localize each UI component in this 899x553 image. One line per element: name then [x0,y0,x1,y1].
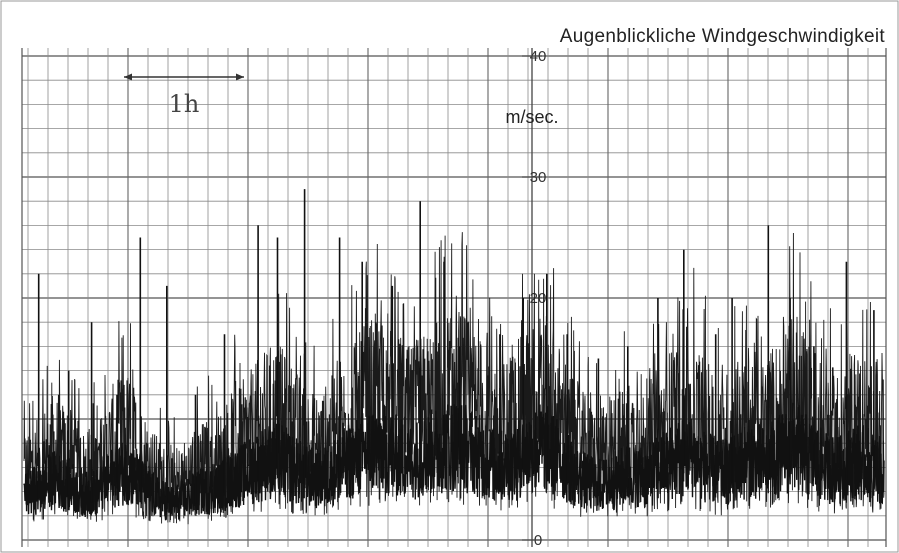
wind-trace [23,189,885,525]
time-scale-bar: 1h [124,73,244,118]
y-axis-unit: m/sec. [505,107,558,127]
time-scale-label: 1h [169,90,200,118]
labels: Augenblickliche Windgeschwindigkeit m/se… [124,26,885,127]
chart-title: Augenblickliche Windgeschwindigkeit [560,26,886,47]
